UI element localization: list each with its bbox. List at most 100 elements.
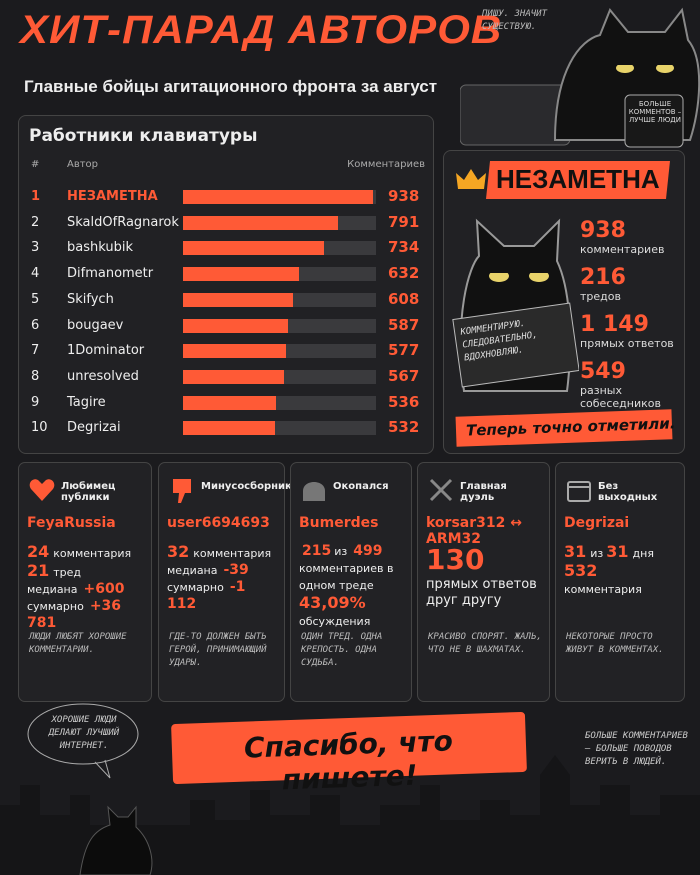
leaderboard-row: 7 1Dominator 577 bbox=[19, 340, 433, 362]
leaderboard-row: 10 Degrizai 532 bbox=[19, 417, 433, 439]
bar bbox=[183, 344, 286, 359]
card-note: КРАСИВО СПОРЯТ. ЖАЛЬ, ЧТО НЕ В ШАХМАТАХ. bbox=[428, 632, 542, 655]
winner-stat: 216 тредов bbox=[580, 265, 684, 304]
rank: 3 bbox=[31, 240, 40, 256]
winner-stats: 938 комментариев 216 тредов 1 149 прямых отве… bbox=[580, 219, 684, 420]
card-lines: 24 комментария 21 тред медиана +600 суммарно +3… bbox=[27, 543, 147, 632]
rank: 10 bbox=[31, 420, 48, 436]
value-label: 567 bbox=[388, 366, 420, 385]
card-text: комментария bbox=[564, 583, 642, 596]
card-title: Без выходных bbox=[598, 481, 658, 503]
bar-track bbox=[183, 369, 376, 384]
stat-label: разных собеседников bbox=[580, 384, 661, 410]
author: bougaev bbox=[67, 317, 124, 333]
card-line: 532 bbox=[564, 562, 680, 581]
card-user: FeyaRussia bbox=[27, 515, 116, 531]
card-user: user6694693 bbox=[167, 515, 270, 531]
stat-value: 549 bbox=[580, 359, 626, 384]
stat-value: 1 149 bbox=[580, 312, 649, 337]
speech-bubble bbox=[27, 703, 139, 779]
title: ХИТ-ПАРАД АВТОРОВ bbox=[20, 8, 503, 52]
leaderboard-row: 5 Skifych 608 bbox=[19, 289, 433, 311]
award-card: Главная дуэль korsar312 ↔ ARM32 130 прямых … bbox=[417, 462, 550, 702]
card-text: суммарно bbox=[167, 581, 224, 594]
author: 1Dominator bbox=[67, 343, 145, 359]
cat-note: ПИШУ. ЗНАЧИТ СУЩЕСТВУЮ. bbox=[482, 9, 548, 32]
bar bbox=[183, 421, 276, 436]
card-line: прямых ответов друг другу bbox=[426, 577, 545, 609]
stat-label: комментариев bbox=[580, 243, 665, 256]
card-num: 31 bbox=[606, 542, 629, 561]
card-text: медиана bbox=[27, 583, 78, 596]
bar bbox=[183, 318, 289, 333]
bar bbox=[183, 369, 284, 384]
value-label: 608 bbox=[388, 289, 420, 308]
bar bbox=[183, 215, 338, 230]
value-label: 734 bbox=[388, 238, 420, 257]
card-title: Главная дуэль bbox=[460, 481, 507, 503]
card-user: korsar312 ↔ ARM32 bbox=[426, 515, 522, 547]
bar bbox=[183, 267, 300, 282]
card-text: суммарно bbox=[27, 600, 84, 613]
value-label: 577 bbox=[388, 341, 420, 360]
cat-illustration bbox=[460, 7, 700, 148]
bar-track bbox=[183, 215, 376, 230]
card-num: 21 bbox=[27, 561, 50, 580]
bar-track bbox=[183, 344, 376, 359]
card-line: 32 комментария bbox=[167, 543, 280, 562]
winner-stat: 549 разных собеседников bbox=[580, 359, 684, 411]
author: Tagire bbox=[67, 394, 106, 410]
bar bbox=[183, 190, 374, 204]
card-title: Окопался bbox=[333, 481, 389, 492]
footer-note: БОЛЬШЕ КОММЕНТАРИЕВ – БОЛЬШЕ ПОВОДОВ ВЕР… bbox=[585, 731, 688, 767]
card-line: медиана +600 bbox=[27, 581, 147, 598]
winner-stat: 938 комментариев bbox=[580, 219, 684, 257]
winner-panel: НЕЗАМЕТНА КОММЕНТИРУЮ. СЛЕДОВАТЕЛЬНО, ВД… bbox=[443, 150, 685, 454]
value-label: 532 bbox=[388, 418, 420, 437]
card-text: дня bbox=[632, 547, 654, 560]
card-line: 24 комментария bbox=[27, 543, 147, 562]
winner-cat bbox=[452, 218, 579, 392]
subtitle: Главные бойцы агитационного фронта за ав… bbox=[24, 77, 438, 96]
card-line: 31 из 31 дня bbox=[564, 543, 680, 562]
stat-label: прямых ответов bbox=[580, 337, 674, 350]
stat-value: 216 bbox=[580, 265, 626, 290]
card-note: НЕКОТОРЫЕ ПРОСТО ЖИВУТ В КОММЕНТАХ. bbox=[566, 632, 664, 655]
value-label: 536 bbox=[388, 392, 420, 411]
card-line: медиана -39 bbox=[167, 562, 280, 579]
author: НЕЗАМЕТНА bbox=[67, 189, 158, 204]
card-lines: 215 из 499 комментариев в одном треде 43,09%… bbox=[299, 543, 407, 630]
card-big: 130 bbox=[426, 543, 485, 576]
card-accent: -39 bbox=[223, 562, 249, 578]
card-line: 43,09% bbox=[299, 594, 407, 613]
rank: 6 bbox=[31, 317, 40, 333]
rank: 4 bbox=[31, 266, 40, 282]
rank: 1 bbox=[31, 189, 41, 204]
col-count: Комментариев bbox=[347, 159, 425, 170]
card-icon bbox=[567, 481, 591, 502]
card-text: медиана bbox=[167, 564, 218, 577]
card-accent: 215 bbox=[302, 543, 332, 559]
bar bbox=[183, 395, 277, 410]
author: SkaldOfRagnarok bbox=[67, 214, 179, 230]
card-text: комментариев в одном треде bbox=[299, 562, 394, 592]
bar-track bbox=[183, 190, 376, 204]
card-user: Degrizai bbox=[564, 515, 630, 531]
mug-text: БОЛЬШЕ КОММЕНТОВ – ЛУЧШЕ ЛЮДИ bbox=[628, 100, 682, 124]
card-line: комментариев в одном треде bbox=[299, 560, 407, 594]
card-note: ЛЮДИ ЛЮБЯТ ХОРОШИЕ КОММЕНТАРИИ. bbox=[29, 632, 127, 655]
rank: 7 bbox=[31, 343, 40, 359]
bar-track bbox=[183, 395, 376, 410]
value-label: 791 bbox=[388, 212, 420, 231]
card-text: комментария bbox=[53, 547, 132, 560]
crown-icon bbox=[456, 169, 486, 189]
leaderboard-row: 4 Difmanometr 632 bbox=[19, 263, 433, 285]
winner-stat: 1 149 прямых ответов bbox=[580, 312, 684, 351]
card-num: 43,09% bbox=[299, 593, 366, 612]
award-card: Любимец публики FeyaRussia 24 комментария 21… bbox=[18, 462, 152, 702]
bar-track bbox=[183, 241, 376, 256]
card-accent: -1 112 bbox=[167, 579, 246, 612]
leaderboard-row: 1 НЕЗАМЕТНА 938 bbox=[19, 186, 433, 208]
bar-track bbox=[183, 292, 376, 307]
